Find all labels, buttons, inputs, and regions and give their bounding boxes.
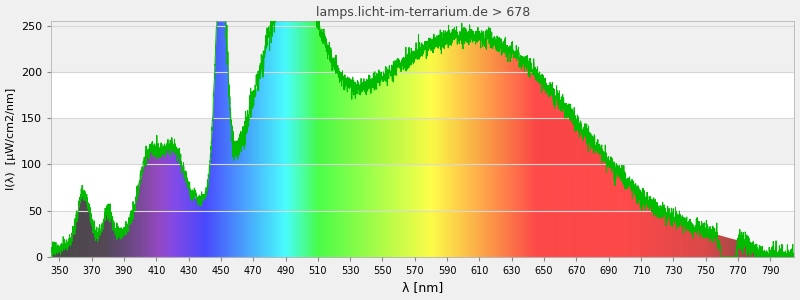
- Bar: [51, 21, 794, 72]
- Bar: [51, 164, 794, 211]
- Bar: [51, 211, 794, 257]
- X-axis label: λ [nm]: λ [nm]: [402, 281, 443, 294]
- Y-axis label: I(λ)  [μW/cm2/nm]: I(λ) [μW/cm2/nm]: [6, 88, 15, 190]
- Bar: [51, 118, 794, 164]
- Title: lamps.licht-im-terrarium.de > 678: lamps.licht-im-terrarium.de > 678: [316, 6, 530, 19]
- Bar: [51, 72, 794, 118]
